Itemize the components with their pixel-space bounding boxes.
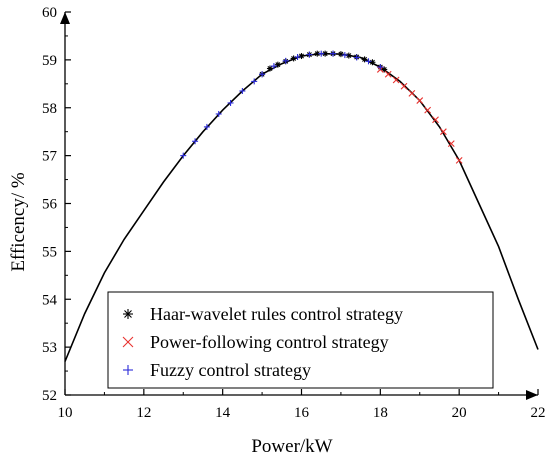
x-tick-label: 14 <box>215 405 231 421</box>
series-2-point <box>408 89 416 97</box>
series-2-point <box>455 157 463 164</box>
marker-stroke <box>400 82 408 90</box>
series-3-point <box>259 71 266 78</box>
x-tick-label: 12 <box>136 405 151 421</box>
y-axis-title: Efficency/ % <box>8 172 29 272</box>
x-tick-label: 10 <box>58 405 73 421</box>
y-tick-label: 59 <box>42 53 57 69</box>
series-3-point <box>377 64 384 71</box>
y-tick-label: 60 <box>42 5 57 21</box>
marker-stroke <box>124 310 132 318</box>
series-3-point <box>294 54 301 61</box>
series-2-point <box>384 70 392 78</box>
series-1-point <box>322 50 329 57</box>
y-tick-label: 57 <box>42 149 58 165</box>
series-3-point <box>227 99 234 106</box>
series-2-point <box>416 97 424 104</box>
series-3-point <box>282 57 289 64</box>
x-tick-label: 16 <box>294 405 310 421</box>
series-1-point <box>381 66 388 73</box>
series-3-point <box>270 63 277 70</box>
marker-stroke <box>346 53 352 59</box>
marker-layer <box>180 50 463 164</box>
x-axis-title: Power/kW <box>251 436 332 457</box>
series-2-point <box>447 140 455 148</box>
marker-stroke <box>314 51 320 57</box>
marker-stroke <box>432 116 439 124</box>
marker-stroke <box>362 56 368 62</box>
series-3-point <box>251 78 258 85</box>
legend-marker-3 <box>123 365 133 375</box>
series-2-point <box>392 76 400 84</box>
ticks: 10 12 14 16 18 20 22 52 53 54 55 56 57 58 59 60 <box>42 5 546 421</box>
marker-stroke <box>440 128 447 136</box>
marker-stroke <box>381 66 387 72</box>
series-1-point <box>266 65 273 72</box>
marker-stroke <box>416 97 424 104</box>
marker-stroke <box>338 51 344 57</box>
series-1-point <box>274 61 281 68</box>
y-tick-label: 54 <box>42 292 58 308</box>
x-tick-label: 18 <box>373 405 388 421</box>
marker-stroke <box>392 76 400 84</box>
legend-box <box>107 291 494 389</box>
series-1-point <box>290 55 297 62</box>
series-3-point <box>180 152 187 159</box>
series-1-point <box>298 53 305 60</box>
y-tick-label: 53 <box>42 340 57 356</box>
series-2-point <box>440 128 447 136</box>
y-tick-label: 55 <box>42 244 57 260</box>
series-3-point <box>353 54 360 61</box>
series-3-point <box>215 110 222 117</box>
x-tick-label: 20 <box>452 405 467 421</box>
series-3-point <box>203 123 210 130</box>
legend-label-1: Haar-wavelet rules control strategy <box>150 304 403 324</box>
series-3-point <box>318 50 325 57</box>
x-axis-arrow <box>526 390 538 400</box>
marker-stroke <box>447 140 455 148</box>
series-3-point <box>192 138 199 145</box>
series-3-point <box>365 58 372 65</box>
series-3-point <box>239 87 246 94</box>
series-1-point <box>361 56 368 63</box>
x-tick-label: 22 <box>531 405 546 421</box>
legend: Haar-wavelet rules control strategy Power… <box>107 291 494 389</box>
y-axis-arrow <box>60 12 70 24</box>
y-tick-label: 56 <box>42 197 58 213</box>
legend-label-2: Power-following control strategy <box>150 332 389 352</box>
series-3-point <box>330 50 337 57</box>
marker-stroke <box>267 66 273 71</box>
series-3-point <box>306 51 313 58</box>
marker-stroke <box>369 59 375 65</box>
marker-stroke <box>408 89 416 97</box>
marker-stroke <box>455 157 463 164</box>
marker-stroke <box>322 51 328 57</box>
marker-stroke <box>122 336 134 348</box>
y-tick-label: 52 <box>42 388 57 404</box>
legend-marker-1 <box>123 309 133 319</box>
legend-label-3: Fuzzy control strategy <box>150 360 311 380</box>
series-2-point <box>432 116 439 124</box>
series-2-point <box>424 106 432 114</box>
y-tick-label: 58 <box>42 101 57 117</box>
marker-stroke <box>384 70 392 78</box>
series-1-point <box>337 51 344 58</box>
series-2-point <box>400 82 408 90</box>
legend-marker-2 <box>122 336 134 348</box>
series-3-point <box>341 52 348 59</box>
marker-stroke <box>424 106 432 114</box>
